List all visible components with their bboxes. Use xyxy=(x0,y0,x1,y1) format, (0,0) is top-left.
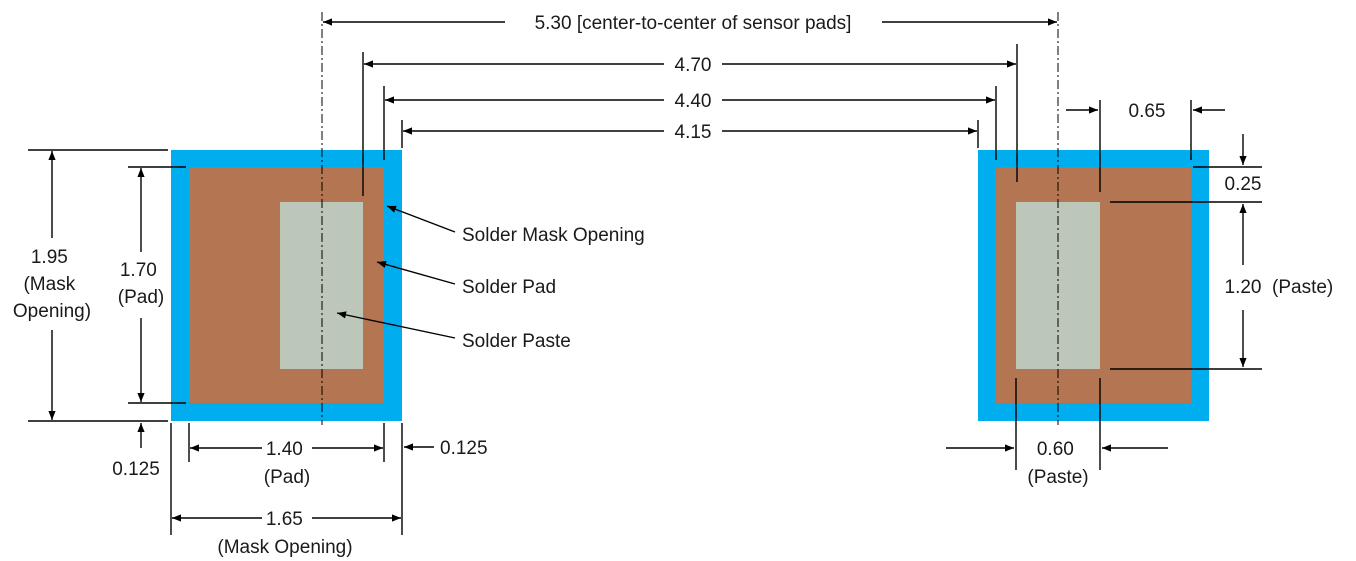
dim-440-label: 4.40 xyxy=(675,91,712,112)
dim-0125-right-label: 0.125 xyxy=(440,438,488,459)
callout-pad-label: Solder Pad xyxy=(462,277,556,298)
dim-025-label: 0.25 xyxy=(1225,174,1262,195)
dim-120-note: (Paste) xyxy=(1272,277,1333,298)
dim-195-label: 1.95 (Mask Opening) xyxy=(13,247,91,322)
callout-paste-label: Solder Paste xyxy=(462,331,571,352)
dim-120-label: 1.20 xyxy=(1225,277,1262,298)
dim-470-label: 4.70 xyxy=(675,55,712,76)
dim-0125-bottom-label: 0.125 xyxy=(112,459,160,480)
callout-mask-leader xyxy=(386,205,456,233)
callout-pad-leader xyxy=(376,260,456,285)
dim-140-label: 1.40 (Pad) xyxy=(264,439,310,488)
callout-mask-label: Solder Mask Opening xyxy=(462,225,645,246)
dim-060-label: 0.60 (Paste) xyxy=(1027,439,1088,488)
dim-165-label: 1.65 (Mask Opening) xyxy=(217,509,352,558)
left-footprint xyxy=(171,150,402,421)
dim-415-label: 4.15 xyxy=(675,122,712,143)
right-footprint xyxy=(978,150,1209,421)
dim-530-label: 5.30 [center-to-center of sensor pads] xyxy=(535,13,852,34)
callout-paste-leader xyxy=(336,311,456,339)
dim-170-label: 1.70 (Pad) xyxy=(118,260,164,308)
dim-065-label: 0.65 xyxy=(1129,101,1166,122)
